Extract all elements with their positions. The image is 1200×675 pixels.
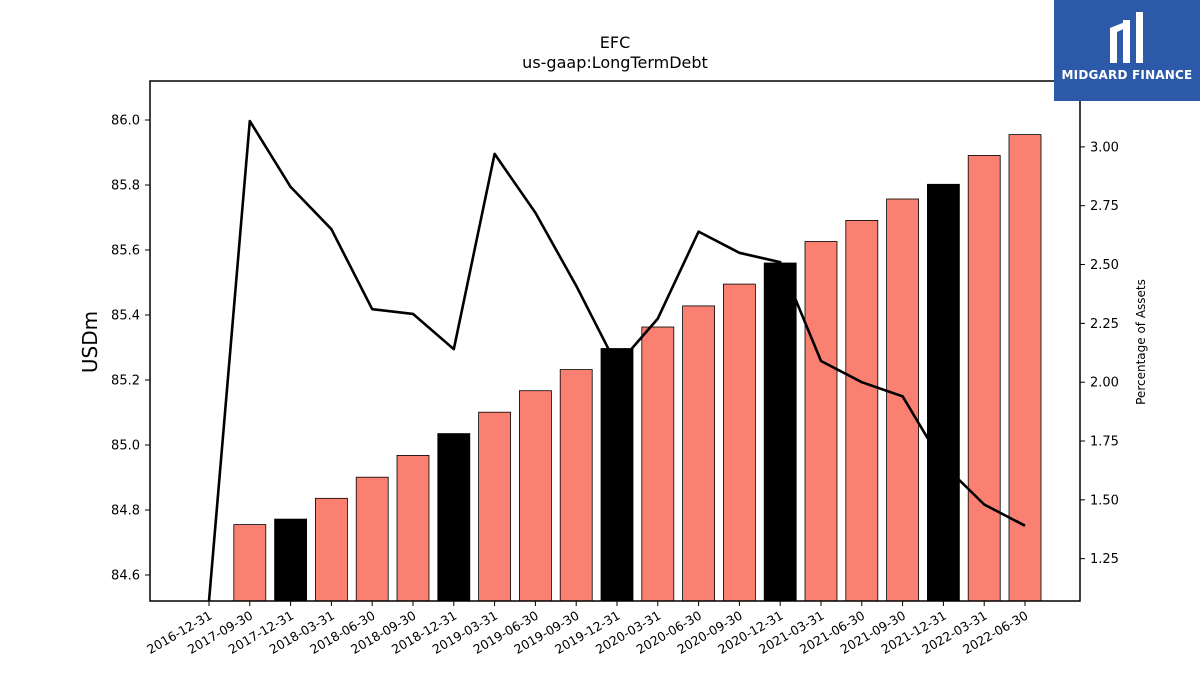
- bar-2019-12-31: [600, 348, 634, 602]
- y2-axis-label: Percentage of Assets: [1134, 279, 1148, 405]
- y2-tick-label: 1.25: [1090, 552, 1119, 567]
- y-tick-label: 84.6: [111, 569, 140, 584]
- plot-frame: [149, 80, 1081, 602]
- bar-2022-03-31: [967, 154, 1001, 602]
- bar-2017-12-31: [274, 518, 308, 602]
- y-axis-label: USDm: [78, 311, 102, 373]
- bar-2018-12-31: [437, 433, 471, 602]
- bar-2017-09-30: [233, 524, 267, 602]
- y-tick-label: 86.0: [111, 114, 140, 129]
- bar-2018-06-30: [355, 476, 389, 602]
- y-tick-label: 85.2: [111, 374, 140, 389]
- bar-2018-03-31: [314, 497, 348, 602]
- brand-logo: MIDGARD FINANCE: [1054, 0, 1200, 101]
- bar-series: [233, 134, 1042, 602]
- y-tick-label: 85.8: [111, 179, 140, 194]
- chart-title: EFC: [600, 33, 630, 52]
- y-tick-label: 85.6: [111, 244, 140, 259]
- bar-2018-09-30: [396, 454, 430, 602]
- bar-2021-06-30: [845, 219, 879, 602]
- bar-2019-03-31: [478, 411, 512, 602]
- y2-tick-label: 2.50: [1090, 258, 1119, 273]
- y2-tick-label: 1.75: [1090, 435, 1119, 450]
- y2-tick-label: 1.50: [1090, 493, 1119, 508]
- x-axis: 2016-12-312017-09-302017-12-312018-03-31…: [144, 601, 1031, 657]
- chart-subtitle: us-gaap:LongTermDebt: [522, 53, 708, 72]
- bar-2021-12-31: [927, 183, 960, 602]
- right-axis: 1.25 1.50 1.75 2.00 2.25 2.50 2.75 3.00: [1080, 140, 1119, 567]
- bar-2020-03-31: [641, 326, 675, 602]
- line-series: [207, 119, 1026, 602]
- y-tick-label: 85.0: [111, 439, 140, 454]
- bar-2021-03-31: [804, 241, 838, 602]
- bar-2022-06-30: [1008, 134, 1042, 602]
- bar-2020-12-31: [763, 262, 797, 602]
- y2-tick-label: 3.00: [1090, 140, 1119, 155]
- bar-2020-06-30: [682, 305, 715, 602]
- bar-2021-09-30: [886, 198, 919, 602]
- y-tick-label: 85.4: [111, 309, 140, 324]
- left-axis: 84.6 84.8 85.0 85.2 85.4 85.6 85.8 86.0: [111, 114, 150, 584]
- percentage-of-assets-line: [207, 119, 1026, 602]
- bar-2019-06-30: [519, 390, 552, 602]
- logo-text: MIDGARD FINANCE: [1061, 68, 1193, 82]
- y2-tick-label: 2.75: [1090, 199, 1119, 214]
- logo-mark-icon: [1110, 12, 1143, 63]
- y-tick-label: 84.8: [111, 504, 140, 519]
- y2-tick-label: 2.25: [1090, 317, 1119, 332]
- bar-2020-09-30: [723, 283, 756, 602]
- bar-2019-09-30: [559, 369, 593, 602]
- y2-tick-label: 2.00: [1090, 376, 1119, 391]
